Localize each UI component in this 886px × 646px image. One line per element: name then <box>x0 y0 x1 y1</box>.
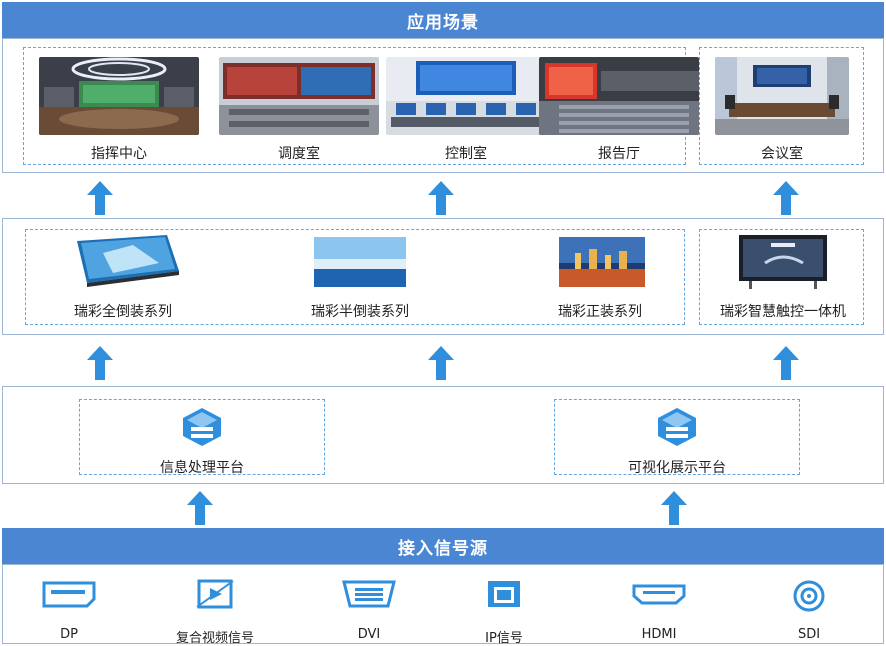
product-touch-all-in-one: 瑞彩智慧触控一体机 <box>713 233 853 321</box>
input-label-sdi: SDI <box>797 627 821 642</box>
dispatch-room-photo <box>219 57 379 135</box>
input-dp: DP <box>9 579 129 642</box>
input-label-composite-video: 复合视频信号 <box>175 631 254 646</box>
sdi-port-icon <box>793 580 825 612</box>
product-full-flipchip: 瑞彩全倒装系列 <box>63 233 183 321</box>
scene-auditorium: 报告厅 <box>539 57 699 163</box>
up-arrow-icon <box>87 346 113 380</box>
scene-label-dispatch-room: 调度室 <box>278 146 320 162</box>
auditorium-photo <box>539 57 699 135</box>
input-sdi: SDI <box>749 579 869 642</box>
up-arrow-icon <box>773 346 799 380</box>
platform-box-info-processing <box>79 399 325 475</box>
command-center-photo <box>39 57 199 135</box>
up-arrow-icon <box>661 491 687 525</box>
scene-label-control-room: 控制室 <box>445 146 487 162</box>
up-arrow-icon <box>428 346 454 380</box>
hdmi-port-icon <box>632 584 686 605</box>
input-dvi: DVI <box>309 579 429 642</box>
up-arrow-icon <box>187 491 213 525</box>
scene-label-meeting-room: 会议室 <box>761 146 803 162</box>
full-flipchip-panel-image <box>77 235 179 287</box>
input-label-dvi: DVI <box>357 627 381 642</box>
up-arrow-icon <box>773 181 799 215</box>
products-group-touch <box>699 229 864 325</box>
half-flipchip-panel-image <box>314 237 406 287</box>
application-scenes-panel: 指挥中心 调度室 <box>2 38 884 173</box>
platform-info-processing: 信息处理平台 <box>79 407 325 477</box>
dvi-port-icon <box>342 580 396 608</box>
standard-panel-image <box>559 237 645 287</box>
products-group-led <box>25 229 685 325</box>
signal-sources-header: 接入信号源 <box>2 528 884 564</box>
meeting-room-photo <box>715 57 849 135</box>
platform-label-info-processing: 信息处理平台 <box>160 460 244 476</box>
platform-label-visualization: 可视化展示平台 <box>628 460 726 476</box>
scene-meeting-room: 会议室 <box>715 57 849 163</box>
scene-label-auditorium: 报告厅 <box>598 146 640 162</box>
scenes-group-meeting <box>699 47 864 165</box>
control-room-photo <box>386 57 546 135</box>
scene-label-command-center: 指挥中心 <box>91 146 147 162</box>
signal-sources-title: 接入信号源 <box>398 538 488 559</box>
input-label-dp: DP <box>60 627 78 642</box>
product-label-full-flipchip: 瑞彩全倒装系列 <box>74 304 172 320</box>
ethernet-port-icon <box>488 581 520 607</box>
server-cube-icon <box>658 408 696 446</box>
product-label-half-flipchip: 瑞彩半倒装系列 <box>311 304 409 320</box>
platform-visualization: 可视化展示平台 <box>554 407 800 477</box>
product-half-flipchip: 瑞彩半倒装系列 <box>300 233 420 321</box>
composite-video-icon <box>196 579 234 609</box>
input-hdmi: HDMI <box>599 579 719 642</box>
input-ip-signal: IP信号 <box>444 579 564 646</box>
server-cube-icon <box>183 408 221 446</box>
input-composite-video: 复合视频信号 <box>155 579 275 646</box>
up-arrow-icon <box>87 181 113 215</box>
scenes-header-title: 应用场景 <box>407 12 479 33</box>
dp-port-icon <box>42 581 96 608</box>
scene-dispatch-room: 调度室 <box>219 57 379 163</box>
input-label-ip-signal: IP信号 <box>485 631 523 646</box>
scene-command-center: 指挥中心 <box>39 57 199 163</box>
input-label-hdmi: HDMI <box>641 627 677 642</box>
touch-all-in-one-image <box>739 235 827 289</box>
product-series-panel: 瑞彩全倒装系列 瑞彩半倒装系列 瑞彩正装系列 <box>2 218 884 335</box>
product-label-touch-all-in-one: 瑞彩智慧触控一体机 <box>720 304 846 320</box>
platform-box-visualization <box>554 399 800 475</box>
platform-panel: 信息处理平台 可视化展示平台 <box>2 386 884 484</box>
up-arrow-icon <box>428 181 454 215</box>
product-standard: 瑞彩正装系列 <box>545 233 655 321</box>
scene-control-room: 控制室 <box>386 57 546 163</box>
scenes-header: 应用场景 <box>2 2 884 38</box>
product-label-standard: 瑞彩正装系列 <box>558 304 642 320</box>
signal-sources-panel: DP 复合视频信号 DVI IP信号 HDMI <box>2 564 884 646</box>
